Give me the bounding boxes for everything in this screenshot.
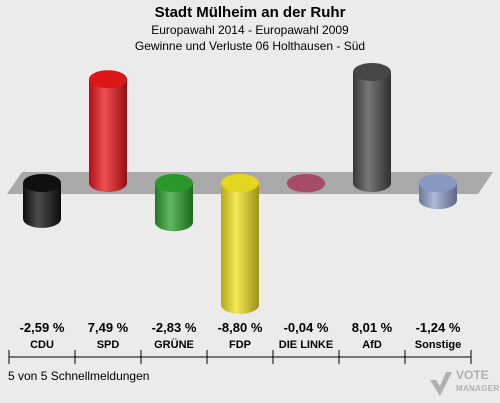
value-label: -2,59 % <box>19 320 65 335</box>
value-label: 7,49 % <box>87 320 129 335</box>
logo-subtext: MANAGER <box>456 384 500 393</box>
category-label: Sonstige <box>414 339 462 351</box>
chart-title: Stadt Mülheim an der Ruhr <box>154 4 346 21</box>
vote-manager-logo: VOTE MANAGER <box>428 368 500 400</box>
value-label: -0,04 % <box>283 320 329 335</box>
category-label: GRÜNE <box>154 339 194 351</box>
bar-spd <box>89 70 127 192</box>
bar-grüne <box>155 174 193 232</box>
logo-check-icon <box>430 372 452 396</box>
bar-sonstige <box>419 174 457 210</box>
chart-subtitle: Europawahl 2014 - Europawahl 2009 <box>151 23 349 37</box>
category-label: DIE LINKE <box>278 339 334 351</box>
category-label: CDU <box>30 339 54 351</box>
category-label: SPD <box>96 339 120 351</box>
bar-cdu <box>23 174 61 228</box>
bar-die-linke <box>287 174 325 193</box>
value-label: -1,24 % <box>415 320 461 335</box>
bar-fdp <box>221 174 259 314</box>
value-label: -2,83 % <box>151 320 197 335</box>
category-label: AfD <box>362 339 382 351</box>
chart-subtitle-2: Gewinne und Verluste 06 Holthausen - Süd <box>134 39 366 53</box>
value-label: 8,01 % <box>351 320 393 335</box>
footer-status: 5 von 5 Schnellmeldungen <box>8 369 150 383</box>
bar-afd <box>353 63 391 192</box>
category-label: FDP <box>229 339 251 351</box>
value-label: -8,80 % <box>217 320 263 335</box>
logo-text: VOTE <box>456 368 489 382</box>
